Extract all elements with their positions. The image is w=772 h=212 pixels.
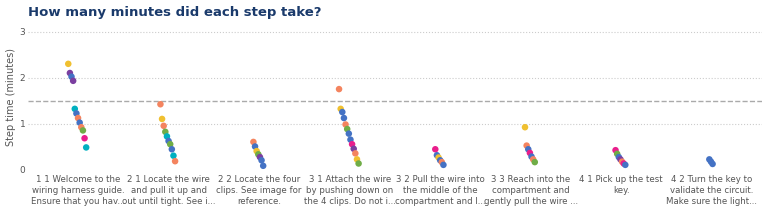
Point [344, 138, 357, 141]
Point [349, 152, 361, 155]
Point [154, 103, 167, 106]
Point [247, 140, 259, 144]
Point [66, 75, 78, 78]
Point [169, 159, 181, 163]
Point [161, 135, 173, 138]
Point [80, 146, 93, 149]
Point [164, 142, 176, 146]
Point [159, 130, 171, 134]
Point [67, 79, 80, 82]
Point [333, 87, 345, 91]
Point [343, 132, 355, 135]
Point [76, 129, 89, 132]
Point [257, 164, 269, 167]
Point [166, 148, 178, 151]
Point [250, 149, 262, 153]
Point [347, 147, 360, 151]
Point [611, 152, 623, 156]
Point [435, 160, 448, 164]
Point [157, 124, 170, 128]
Point [527, 158, 540, 161]
Point [619, 163, 631, 167]
Point [615, 158, 627, 161]
Point [437, 163, 449, 167]
Point [334, 107, 347, 110]
Point [252, 153, 265, 156]
Point [69, 107, 81, 110]
Point [254, 155, 266, 159]
Point [529, 160, 541, 164]
Point [432, 156, 445, 159]
Point [613, 155, 625, 159]
Point [526, 155, 538, 158]
Point [618, 162, 630, 165]
Point [429, 148, 442, 151]
Text: How many minutes did each step take?: How many minutes did each step take? [29, 6, 322, 19]
Point [64, 71, 76, 75]
Point [70, 112, 83, 115]
Point [336, 110, 348, 114]
Point [75, 126, 87, 129]
Point [346, 142, 358, 146]
Point [616, 160, 628, 163]
Point [73, 121, 86, 124]
Point [523, 151, 536, 155]
Point [431, 153, 443, 157]
Point [338, 116, 350, 120]
Point [705, 160, 717, 163]
Point [520, 144, 533, 147]
Point [256, 159, 268, 162]
Point [79, 137, 91, 140]
Point [706, 162, 719, 166]
Point [522, 148, 534, 151]
Point [162, 139, 174, 143]
Point [434, 159, 446, 162]
Point [156, 117, 168, 121]
Point [341, 127, 354, 131]
Point [62, 62, 74, 66]
Point [609, 148, 621, 152]
Point [249, 145, 261, 148]
Point [350, 158, 363, 161]
Y-axis label: Step time (minutes): Step time (minutes) [5, 48, 15, 146]
Point [353, 162, 365, 165]
Point [168, 154, 180, 157]
Point [703, 158, 716, 161]
Point [519, 126, 531, 129]
Point [72, 116, 84, 120]
Point [340, 123, 352, 126]
